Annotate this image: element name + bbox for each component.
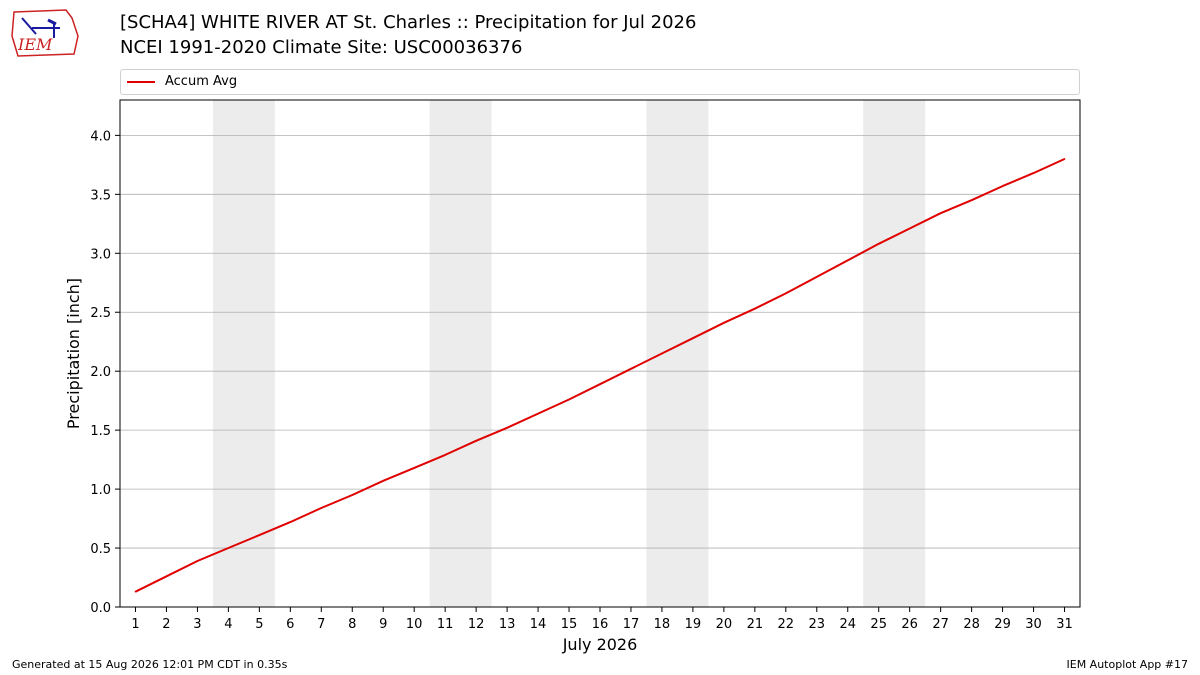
x-tick-label: 27 xyxy=(932,617,949,632)
logo-text: IEM xyxy=(17,35,53,54)
x-tick-label: 12 xyxy=(468,617,485,632)
chart-title: [SCHA4] WHITE RIVER AT St. Charles :: Pr… xyxy=(120,12,697,33)
x-tick-label: 5 xyxy=(255,617,263,632)
data-point xyxy=(754,307,756,310)
x-tick-label: 3 xyxy=(193,617,201,632)
x-tick-label: 17 xyxy=(623,617,640,632)
legend-swatch-accum-avg xyxy=(127,81,155,83)
data-point xyxy=(846,259,849,262)
legend-label-accum-avg: Accum Avg xyxy=(165,74,238,89)
data-point xyxy=(630,368,632,370)
x-tick-label: 23 xyxy=(809,617,826,632)
x-tick-label: 21 xyxy=(747,617,764,632)
data-point xyxy=(320,507,323,509)
x-tick-label: 18 xyxy=(654,617,671,632)
plot-frame xyxy=(119,99,1081,608)
x-tick-label: 6 xyxy=(286,617,294,632)
x-tick-label: 19 xyxy=(685,617,702,632)
x-tick-label: 2 xyxy=(162,617,170,632)
x-tick-label: 1 xyxy=(131,617,139,632)
x-tick-label: 31 xyxy=(1056,617,1073,632)
y-tick-label: 2.0 xyxy=(90,365,111,380)
y-tick-label: 1.5 xyxy=(90,424,111,439)
data-point xyxy=(599,383,601,385)
data-point xyxy=(939,212,942,214)
data-point xyxy=(692,337,694,339)
data-point xyxy=(815,276,818,278)
data-point xyxy=(444,454,446,456)
data-point xyxy=(908,227,911,230)
data-point xyxy=(506,426,508,429)
y-tick-label: 0.5 xyxy=(90,542,111,557)
data-point xyxy=(196,560,199,562)
y-tick-label: 1.0 xyxy=(90,483,111,498)
weekend-band xyxy=(863,100,926,607)
data-point xyxy=(537,412,539,415)
data-point xyxy=(382,480,385,482)
data-point xyxy=(227,547,230,549)
data-point xyxy=(475,439,477,442)
iem-logo: IEM xyxy=(11,9,79,57)
data-point xyxy=(258,534,261,536)
legend: Accum Avg xyxy=(120,69,1080,95)
data-point xyxy=(723,322,725,324)
generated-timestamp: Generated at 15 Aug 2026 12:01 PM CDT in… xyxy=(12,658,288,671)
data-point xyxy=(134,590,137,593)
x-tick-label: 10 xyxy=(406,617,423,632)
x-tick-label: 15 xyxy=(561,617,578,632)
y-tick-label: 4.0 xyxy=(90,129,111,144)
y-tick-label: 3.5 xyxy=(90,188,111,203)
x-tick-label: 29 xyxy=(994,617,1011,632)
weekend-band xyxy=(646,100,709,607)
x-tick-label: 8 xyxy=(348,617,356,632)
data-point xyxy=(785,292,787,295)
x-tick-label: 11 xyxy=(437,617,454,632)
data-point xyxy=(661,352,663,355)
x-tick-label: 20 xyxy=(716,617,733,632)
x-tick-label: 28 xyxy=(963,617,980,632)
x-axis-label: July 2026 xyxy=(562,635,638,654)
data-point xyxy=(970,199,973,202)
weekend-band xyxy=(212,100,275,607)
data-point xyxy=(289,521,292,523)
x-tick-label: 22 xyxy=(778,617,795,632)
data-point xyxy=(568,398,570,401)
chart-subtitle: NCEI 1991-2020 Climate Site: USC00036376 xyxy=(120,37,523,58)
x-tick-label: 4 xyxy=(224,617,232,632)
weekend-band xyxy=(429,100,492,607)
x-tick-label: 14 xyxy=(530,617,547,632)
x-tick-label: 16 xyxy=(592,617,609,632)
x-tick-label: 9 xyxy=(379,617,387,632)
data-point xyxy=(1063,158,1066,160)
x-tick-label: 30 xyxy=(1025,617,1042,632)
y-axis-label: Precipitation [inch] xyxy=(64,278,83,429)
data-point xyxy=(165,575,168,578)
data-point xyxy=(351,494,354,496)
data-point xyxy=(413,467,415,469)
data-point xyxy=(1001,185,1004,187)
app-credit: IEM Autoplot App #17 xyxy=(1066,658,1189,671)
x-tick-label: 7 xyxy=(317,617,325,632)
x-tick-label: 24 xyxy=(839,617,856,632)
y-tick-label: 3.0 xyxy=(90,247,111,262)
y-tick-label: 0.0 xyxy=(90,601,111,616)
data-point xyxy=(1032,172,1035,174)
data-point xyxy=(877,243,880,245)
x-tick-label: 25 xyxy=(870,617,887,632)
x-tick-label: 26 xyxy=(901,617,918,632)
y-tick-label: 2.5 xyxy=(90,306,111,321)
x-tick-label: 13 xyxy=(499,617,516,632)
